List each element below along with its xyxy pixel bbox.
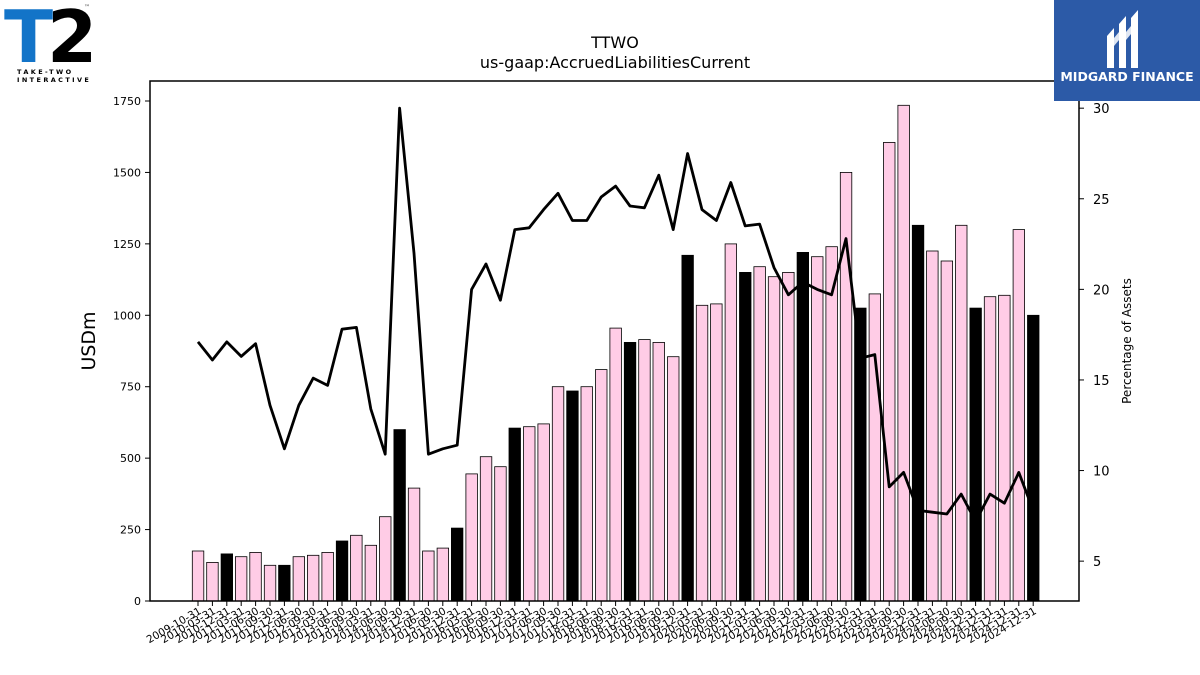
bar-2018-12-31: [681, 254, 694, 602]
bar-2012-03-31: [292, 556, 306, 602]
take-two-logo: T2 ™ TAKE-TWO INTERACTIVE: [4, 0, 97, 84]
bar-2014-03-31: [407, 487, 421, 602]
bar-2020-03-31: [753, 266, 766, 602]
bar-2012-06-30: [306, 554, 320, 602]
bar-2017-09-30: [609, 327, 622, 602]
y2-tick-label: 15: [1093, 374, 1110, 389]
bar-2021-03-31: [811, 256, 824, 602]
bar-2011-06-30: [249, 552, 262, 602]
bar-2016-06-30: [537, 423, 550, 602]
bar-2010-03-31: [206, 562, 219, 602]
bar-2019-03-31: [695, 304, 709, 602]
bar-2019-06-30: [710, 303, 723, 602]
bar-2022-09-30: [897, 104, 910, 602]
y-tick-label: 1000: [113, 309, 141, 322]
y-tick-label: 250: [120, 524, 141, 537]
x-axis: 2009-10-312010-03-312010-12-312011-03-31…: [145, 601, 1039, 646]
y-axis-right: 5 10 15 20 25 30: [1079, 102, 1110, 570]
bar-2015-12-31: [508, 427, 521, 602]
bar-2015-03-31: [465, 473, 478, 602]
midgard-emblem-icon: [1107, 10, 1138, 68]
y-tick-label: 500: [120, 452, 141, 465]
bar-2020-06-30: [767, 276, 781, 602]
bar-2013-03-31: [350, 534, 363, 602]
bar-2013-09-30: [379, 516, 392, 602]
bar-2021-09-30: [839, 171, 853, 602]
y-tick-label: 1250: [113, 238, 141, 251]
bar-2024-12-31: [1027, 314, 1040, 602]
bar-series: [191, 104, 1040, 602]
bar-2022-06-30: [883, 141, 896, 602]
bar-2012-09-30: [321, 552, 334, 602]
bar-2022-12-31: [911, 224, 925, 602]
bar-2015-09-30: [494, 466, 507, 602]
y2-tick-label: 10: [1093, 465, 1110, 480]
y-axis-left: 0 250 500 750 1000 1250 1500 1750: [113, 95, 150, 608]
chart-subtitle: us-gaap:AccruedLiabilitiesCurrent: [480, 53, 750, 72]
chart-title: TTWO: [590, 33, 639, 52]
bar-2024-06-30: [998, 294, 1011, 602]
bar-2013-06-30: [364, 544, 378, 602]
line-series: [196, 106, 1035, 523]
percentage-of-assets-line: [196, 106, 1035, 523]
bar-2017-06-30: [595, 369, 608, 602]
y-tick-label: 1500: [113, 166, 141, 179]
bar-2020-09-30: [782, 271, 795, 602]
y2-tick-label: 5: [1093, 555, 1101, 570]
bar-2013-12-31: [393, 429, 406, 602]
trademark-symbol: ™: [84, 4, 90, 11]
bar-2010-12-31: [220, 553, 234, 602]
bar-2011-03-31: [234, 556, 248, 602]
y-tick-label: 0: [134, 595, 141, 608]
bar-2023-03-31: [926, 250, 939, 602]
bar-2016-03-31: [523, 426, 536, 602]
bar-2011-09-30: [263, 564, 277, 602]
y2-tick-label: 30: [1093, 102, 1110, 117]
bar-2012-12-31: [335, 540, 349, 602]
bar-2014-06-30: [422, 550, 435, 602]
bar-2019-12-31: [739, 271, 752, 602]
bar-2024-09-30: [1012, 229, 1025, 602]
bar-2016-12-31: [566, 390, 579, 602]
bar-2017-12-31: [623, 341, 637, 602]
bar-2017-03-31: [580, 386, 593, 602]
bar-2018-03-31: [638, 339, 651, 602]
bar-2023-09-30: [955, 224, 968, 602]
bar-2015-06-30: [479, 456, 493, 602]
t2-logo-mark: T2: [4, 0, 97, 79]
bar-2018-09-30: [667, 356, 680, 602]
bar-2019-09-30: [724, 243, 737, 602]
y-tick-label: 750: [120, 381, 141, 394]
bar-2014-12-31: [450, 527, 464, 602]
bar-2024-03-31: [983, 296, 997, 602]
plot-frame: [149, 80, 1080, 602]
bar-2018-06-30: [652, 341, 665, 602]
y2-tick-label: 20: [1093, 283, 1110, 298]
t2-logo-subtitle: TAKE-TWO INTERACTIVE: [17, 68, 92, 84]
y2-tick-label: 25: [1093, 193, 1110, 208]
bar-2022-03-31: [868, 293, 881, 602]
y-tick-label: 1750: [113, 95, 141, 108]
bar-2023-12-31: [969, 307, 982, 602]
bar-2020-12-31: [796, 251, 809, 602]
bar-2009-10-31: [191, 550, 205, 602]
bar-2021-06-30: [825, 246, 838, 602]
y-axis-label: USDm: [78, 311, 100, 370]
bar-2016-09-30: [551, 386, 565, 602]
midgard-finance-logo: MIDGARD FINANCE: [1054, 0, 1200, 101]
bar-2014-09-30: [436, 547, 450, 602]
midgard-finance-name: MIDGARD FINANCE: [1060, 69, 1194, 84]
bar-2011-12-31: [278, 564, 291, 602]
y2-axis-label: Percentage of Assets: [1120, 278, 1134, 404]
bar-2023-06-30: [940, 260, 953, 602]
